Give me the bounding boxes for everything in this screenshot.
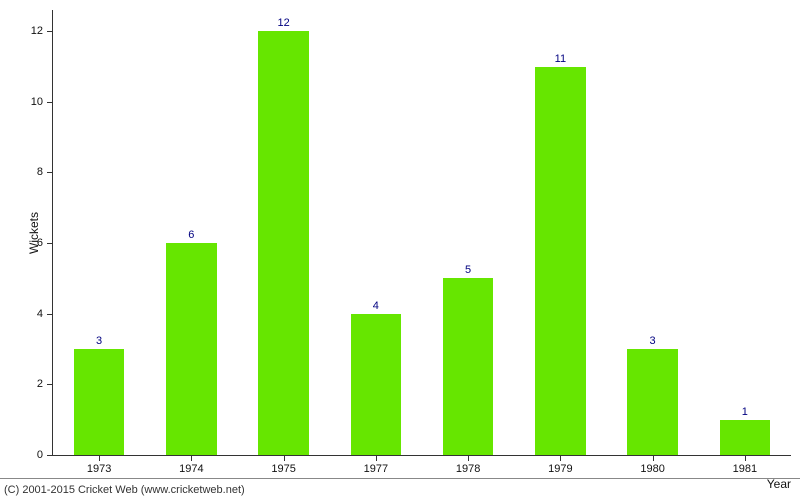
- y-tick-label: 4: [37, 308, 43, 320]
- y-tick: [47, 384, 53, 385]
- y-tick-label: 12: [31, 25, 43, 37]
- footer: (C) 2001-2015 Cricket Web (www.cricketwe…: [0, 478, 800, 500]
- y-tick-label: 0: [37, 449, 43, 461]
- x-tick: [99, 455, 100, 461]
- x-tick-label: 1979: [548, 463, 572, 475]
- x-tick-label: 1973: [87, 463, 111, 475]
- bar: 11: [535, 67, 586, 455]
- bar-value-label: 3: [650, 335, 656, 347]
- y-tick: [47, 102, 53, 103]
- x-tick: [468, 455, 469, 461]
- x-tick: [653, 455, 654, 461]
- y-tick-label: 6: [37, 237, 43, 249]
- bar: 12: [258, 31, 309, 455]
- x-tick-label: 1978: [456, 463, 480, 475]
- x-tick: [284, 455, 285, 461]
- x-tick-label: 1977: [364, 463, 388, 475]
- y-tick-label: 8: [37, 166, 43, 178]
- x-tick: [560, 455, 561, 461]
- bar-value-label: 6: [188, 229, 194, 241]
- x-tick-label: 1975: [271, 463, 295, 475]
- copyright-text: (C) 2001-2015 Cricket Web (www.cricketwe…: [4, 484, 245, 496]
- bar: 3: [627, 349, 678, 455]
- bar: 3: [74, 349, 125, 455]
- bar: 4: [351, 314, 402, 455]
- y-tick: [47, 314, 53, 315]
- bar: 1: [720, 420, 771, 455]
- y-tick: [47, 172, 53, 173]
- bar-value-label: 1: [742, 406, 748, 418]
- bar-value-label: 12: [277, 17, 289, 29]
- y-tick: [47, 455, 53, 456]
- bar-value-label: 4: [373, 300, 379, 312]
- x-tick: [745, 455, 746, 461]
- bar-value-label: 5: [465, 264, 471, 276]
- y-tick-label: 10: [31, 96, 43, 108]
- x-tick-label: 1981: [733, 463, 757, 475]
- bar-value-label: 3: [96, 335, 102, 347]
- bar-value-label: 11: [555, 53, 566, 65]
- bar: 6: [166, 243, 217, 455]
- bar: 5: [443, 278, 494, 455]
- y-tick: [47, 31, 53, 32]
- x-tick-label: 1974: [179, 463, 203, 475]
- wickets-bar-chart: Wickets Year 024681012319736197412197541…: [52, 10, 791, 456]
- x-tick: [376, 455, 377, 461]
- y-tick-label: 2: [37, 378, 43, 390]
- y-tick: [47, 243, 53, 244]
- x-tick: [191, 455, 192, 461]
- x-tick-label: 1980: [640, 463, 664, 475]
